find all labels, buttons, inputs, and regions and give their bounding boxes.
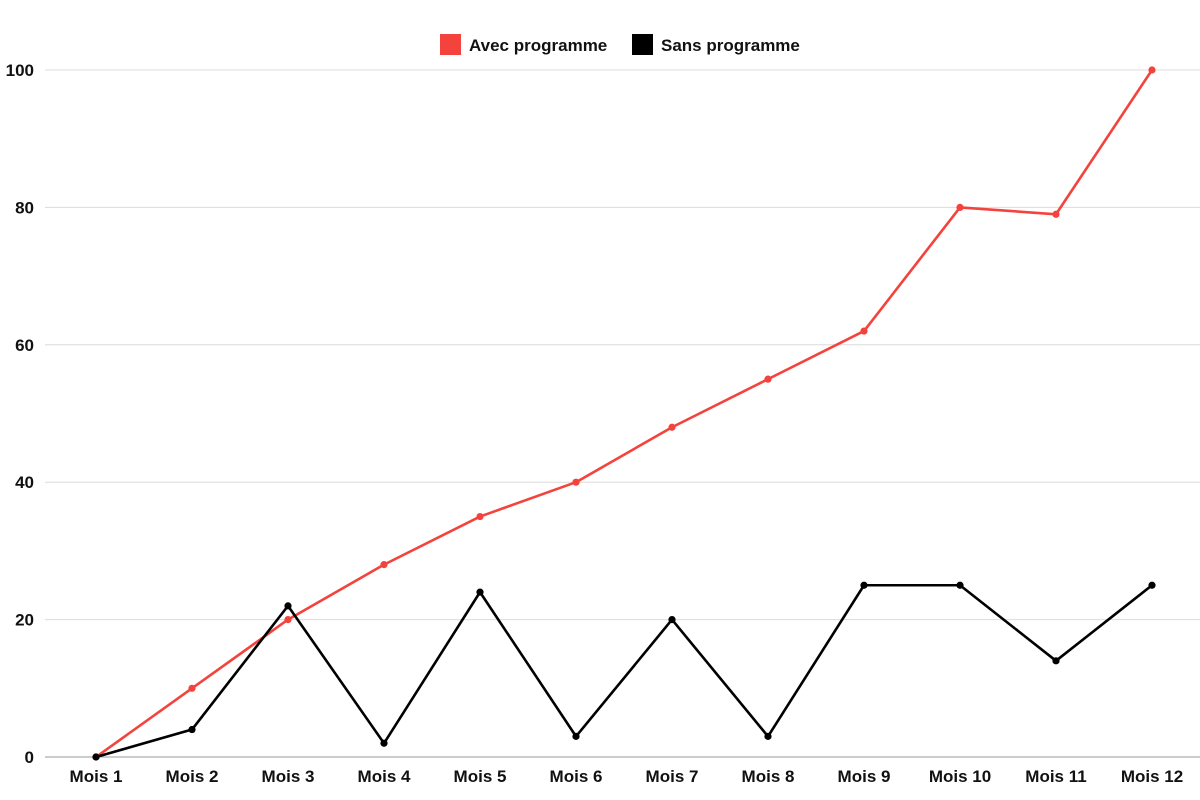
y-tick-label: 0: [25, 748, 34, 767]
x-tick-label: Mois 6: [550, 767, 603, 786]
legend-label: Avec programme: [469, 36, 607, 55]
series-line: [94, 68, 1154, 759]
data-point: [92, 753, 100, 761]
data-point: [380, 561, 388, 569]
series-layer: [92, 66, 1156, 761]
x-tick-label: Mois 4: [358, 767, 411, 786]
data-point: [1148, 581, 1156, 589]
data-point: [860, 581, 868, 589]
gridlines: [45, 69, 1200, 758]
data-point: [668, 423, 676, 431]
data-point: [380, 739, 388, 747]
data-point: [188, 725, 196, 734]
data-point: [1052, 657, 1060, 665]
data-point: [1052, 210, 1060, 218]
y-tick-label: 20: [15, 611, 34, 630]
legend-label: Sans programme: [661, 36, 800, 55]
x-axis: Mois 1 Mois 2 Mois 3 Mois 4 Mois 5 Mois 6 Mois…: [70, 767, 1184, 786]
series-avec-programme: [92, 66, 1156, 761]
data-point: [764, 375, 772, 383]
series-sans-programme: [92, 581, 1156, 761]
y-tick-label: 80: [15, 198, 34, 217]
data-point: [572, 478, 580, 486]
x-tick-label: Mois 12: [1121, 767, 1183, 786]
legend-swatch: [440, 34, 461, 55]
x-tick-label: Mois 10: [929, 767, 991, 786]
x-tick-label: Mois 3: [262, 767, 315, 786]
x-tick-label: Mois 5: [454, 767, 507, 786]
x-tick-label: Mois 7: [646, 767, 699, 786]
data-point: [284, 602, 292, 610]
x-tick-label: Mois 11: [1025, 767, 1086, 786]
y-tick-label: 60: [15, 336, 34, 355]
series-line: [94, 583, 1154, 759]
data-point: [668, 616, 676, 624]
legend-swatch: [632, 34, 653, 55]
data-point: [188, 684, 196, 692]
x-tick-label: Mois 9: [838, 767, 891, 786]
x-tick-label: Mois 8: [742, 767, 795, 786]
data-point: [860, 327, 868, 335]
data-point: [476, 512, 484, 521]
y-axis: 0 20 40 60 80 100: [6, 61, 34, 767]
x-tick-label: Mois 2: [166, 767, 219, 786]
data-point: [956, 581, 964, 589]
data-point: [476, 588, 484, 596]
y-tick-label: 100: [6, 61, 34, 80]
legend: Avec programme Sans programme: [440, 34, 800, 55]
data-point: [1148, 66, 1156, 74]
data-point: [956, 203, 964, 211]
data-point: [284, 616, 292, 624]
data-point: [764, 732, 772, 740]
data-point: [572, 732, 580, 740]
y-tick-label: 40: [15, 473, 34, 492]
x-tick-label: Mois 1: [70, 767, 123, 786]
